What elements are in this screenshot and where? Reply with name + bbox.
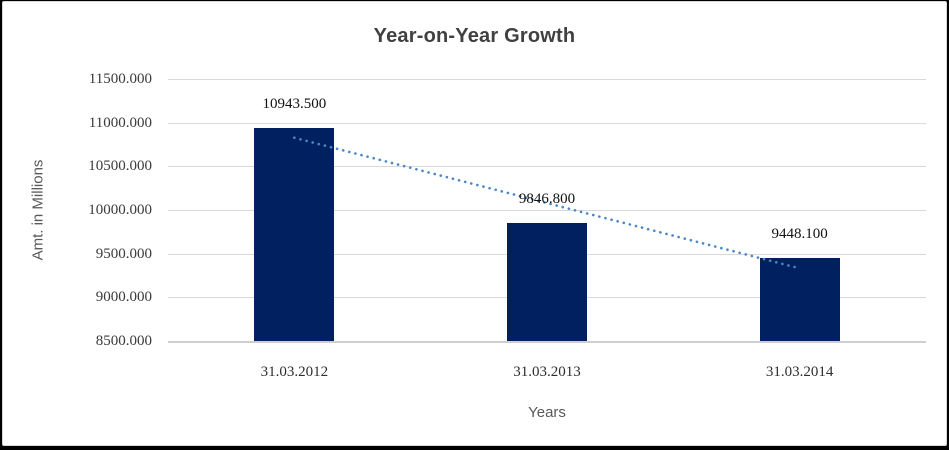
y-tick-label: 11000.000 [88, 114, 152, 131]
bar [507, 223, 587, 341]
y-axis-title: Amt. in Millions [29, 159, 47, 261]
y-tick-label: 9000.000 [95, 289, 152, 306]
y-tick-label: 11500.000 [88, 71, 152, 87]
y-tick-label: 9500.000 [95, 245, 152, 262]
bar [254, 127, 335, 341]
bar [759, 258, 840, 341]
x-tick-label: 31.03.2013 [513, 364, 581, 380]
y-tick-label: 10000.000 [88, 202, 152, 218]
x-axis-line [168, 340, 926, 343]
gridline [168, 79, 926, 80]
gridline [168, 122, 926, 124]
x-axis-title: Years [528, 404, 566, 421]
bar-value-label: 10943.500 [262, 95, 327, 112]
bar-value-label: 9846.800 [518, 191, 576, 208]
bar-value-label: 9448.100 [771, 226, 828, 243]
y-tick-label: 8500.000 [95, 333, 152, 349]
x-tick-label: 31.03.2014 [765, 364, 834, 380]
chart-title: Year-on-Year Growth [373, 25, 576, 47]
x-tick-label: 31.03.2012 [260, 364, 329, 380]
y-tick-label: 10500.000 [88, 158, 152, 175]
